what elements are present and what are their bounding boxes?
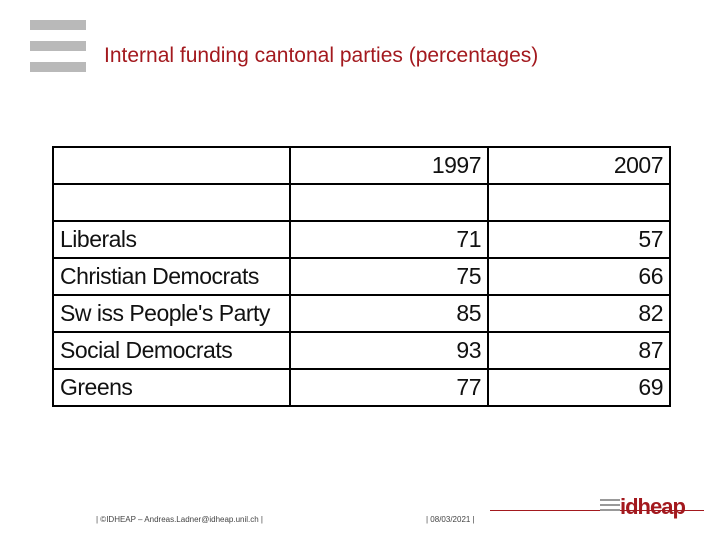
- value-1997-cell: 93: [289, 331, 489, 370]
- slide-title: Internal funding cantonal parties (perce…: [104, 44, 539, 67]
- party-cell: Greens: [52, 368, 291, 407]
- table-row: [52, 183, 671, 222]
- footer-credit: | ©IDHEAP – Andreas.Ladner@idheap.unil.c…: [96, 515, 264, 524]
- header-cell-2007: 2007: [487, 146, 671, 185]
- slide-logo-bars: [30, 20, 86, 83]
- value-2007-cell: 87: [487, 331, 671, 370]
- party-cell: Social Democrats: [52, 331, 291, 370]
- value-1997-cell: [289, 183, 489, 222]
- value-2007-cell: [487, 183, 671, 222]
- party-cell: Liberals: [52, 220, 291, 259]
- table-row: Greens 77 69: [52, 368, 671, 407]
- header-cell-party: [52, 146, 291, 185]
- table-header-row: 1997 2007: [52, 146, 671, 185]
- funding-table: 1997 2007 Liberals 71 57 Christian Democ…: [52, 146, 671, 407]
- party-cell: Christian Democrats: [52, 257, 291, 296]
- footer-date: | 08/03/2021 |: [426, 515, 475, 524]
- party-cell: Sw iss People's Party: [52, 294, 291, 333]
- idheap-logo: idheap: [600, 494, 690, 522]
- logo-lines-icon: [600, 499, 620, 514]
- footer-divider: [490, 510, 704, 511]
- header-cell-1997: 1997: [289, 146, 489, 185]
- value-2007-cell: 69: [487, 368, 671, 407]
- party-cell: [52, 183, 291, 222]
- value-1997-cell: 75: [289, 257, 489, 296]
- table-row: Liberals 71 57: [52, 220, 671, 259]
- brand-wordmark: idheap: [620, 494, 686, 519]
- value-2007-cell: 66: [487, 257, 671, 296]
- table-row: Sw iss People's Party 85 82: [52, 294, 671, 333]
- value-2007-cell: 57: [487, 220, 671, 259]
- table-row: Social Democrats 93 87: [52, 331, 671, 370]
- value-1997-cell: 77: [289, 368, 489, 407]
- value-2007-cell: 82: [487, 294, 671, 333]
- value-1997-cell: 85: [289, 294, 489, 333]
- table-row: Christian Democrats 75 66: [52, 257, 671, 296]
- value-1997-cell: 71: [289, 220, 489, 259]
